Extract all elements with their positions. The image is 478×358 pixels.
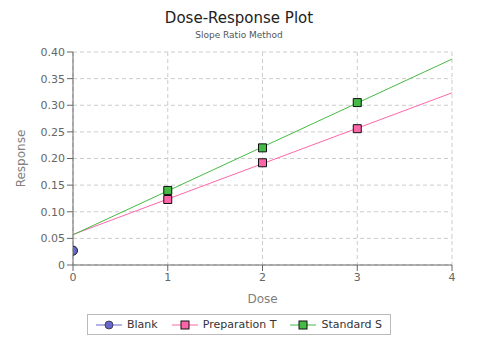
svg-text:0.40: 0.40 (41, 46, 66, 59)
html-text:Standard S: Standard S (321, 318, 382, 331)
svg-text:Dose: Dose (247, 292, 277, 306)
svg-text:0: 0 (70, 271, 77, 284)
html-text:Dose-Response Plot: Dose-Response Plot (164, 9, 314, 27)
svg-text:0: 0 (58, 259, 65, 272)
svg-text:1: 1 (164, 271, 171, 284)
svg-text:0.20: 0.20 (41, 152, 66, 165)
svg-text:0.10: 0.10 (41, 206, 66, 219)
svg-text:0.35: 0.35 (41, 73, 66, 86)
html-text:Slope Ratio Method: Slope Ratio Method (195, 30, 283, 40)
html-text:Blank: Blank (127, 318, 158, 331)
svg-text:4: 4 (449, 271, 456, 284)
svg-text:0.15: 0.15 (41, 179, 66, 192)
html-text:Preparation T: Preparation T (202, 318, 277, 331)
svg-text:Response: Response (14, 130, 28, 188)
svg-text:0.30: 0.30 (41, 99, 66, 112)
svg-text:0.25: 0.25 (41, 126, 66, 139)
svg-text:0.05: 0.05 (41, 232, 66, 245)
svg-text:2: 2 (259, 271, 266, 284)
svg-text:3: 3 (354, 271, 361, 284)
